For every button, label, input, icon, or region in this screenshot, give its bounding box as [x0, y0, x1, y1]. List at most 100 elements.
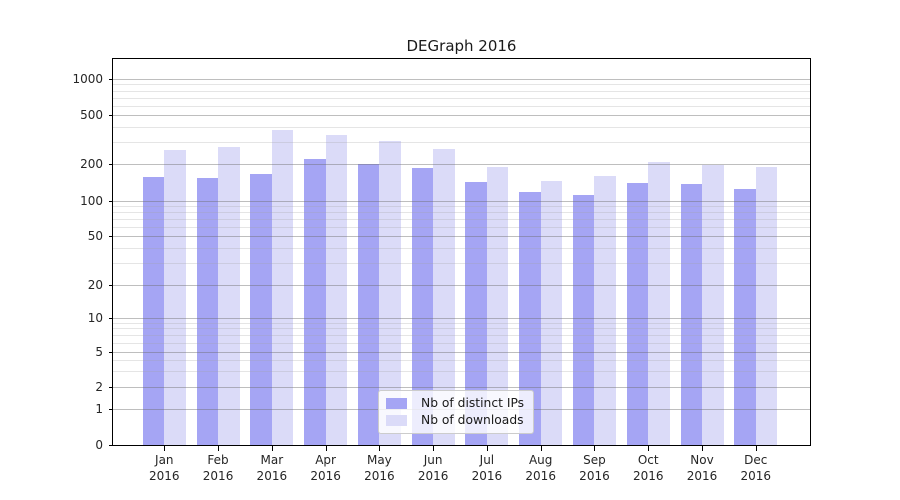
legend-item-downloads: Nb of downloads	[386, 413, 524, 428]
x-tick-dec	[755, 446, 757, 451]
y-tick-label-500: 500	[80, 108, 103, 122]
gridline-minor-300	[113, 142, 810, 144]
gridline-minor-700	[113, 97, 810, 99]
x-tick-aug	[540, 446, 542, 451]
legend-label-downloads: Nb of downloads	[421, 413, 524, 428]
bar-ips-mar	[250, 174, 272, 445]
x-tick-label-jan: Jan 2016	[149, 453, 180, 483]
y-tick-1000	[109, 79, 113, 80]
gridline-minor-8	[113, 328, 810, 330]
y-tick-50	[109, 236, 113, 237]
x-tick-apr	[325, 446, 327, 451]
y-tick-label-100: 100	[80, 194, 103, 208]
y-tick-label-1000: 1000	[72, 72, 103, 86]
legend-label-distinct-ips: Nb of distinct IPs	[421, 396, 525, 410]
y-tick-1	[109, 408, 113, 410]
chart-title: DEGraph 2016	[406, 37, 517, 55]
x-tick-jul	[486, 446, 488, 451]
y-tick-10	[109, 317, 113, 319]
x-tick-label-mar: Mar 2016	[256, 453, 288, 483]
y-tick-5	[109, 351, 113, 353]
y-tick-label-50: 50	[87, 229, 103, 243]
legend-item-distinct-ips: Nb of distinct IPs	[386, 397, 524, 409]
legend-swatch-distinct-ips-icon	[386, 397, 407, 409]
gridline-5	[113, 351, 810, 353]
gridline-minor-400	[113, 127, 810, 128]
bar-ips-jun	[411, 168, 434, 445]
y-tick-label-20: 20	[87, 277, 103, 292]
gridline-minor-600	[113, 105, 810, 107]
gridline-minor-80	[113, 212, 810, 214]
bar-downloads-nov	[702, 165, 724, 445]
x-tick-label-apr: Apr 2016	[310, 453, 341, 483]
x-tick-jan	[164, 446, 166, 451]
bar-downloads-feb	[218, 146, 240, 445]
bar-downloads-may	[379, 140, 401, 445]
bar-ips-jul	[465, 182, 487, 445]
y-tick-label-10: 10	[87, 310, 103, 325]
gridline-minor-7	[113, 334, 810, 336]
x-tick-label-nov: Nov 2016	[686, 453, 718, 483]
gridline-50	[113, 236, 810, 237]
legend: Nb of distinct IPs Nb of downloads	[378, 390, 535, 434]
gridline-2	[113, 387, 810, 388]
bar-downloads-sep	[594, 176, 616, 445]
x-tick-mar	[271, 446, 273, 451]
gridline-minor-3	[113, 371, 810, 373]
bar-downloads-jan	[164, 149, 186, 445]
y-tick-label-2: 2	[95, 380, 103, 394]
y-tick-20	[109, 284, 113, 286]
gridline-minor-90	[113, 206, 810, 208]
x-tick-jun	[433, 446, 435, 451]
bar-ips-oct	[626, 183, 649, 445]
x-tick-feb	[218, 446, 220, 451]
x-tick-sep	[594, 446, 596, 451]
gridline-20	[113, 284, 810, 286]
y-tick-100	[109, 201, 113, 202]
bar-downloads-aug	[540, 180, 563, 445]
y-tick-500	[109, 115, 113, 116]
gridline-minor-70	[113, 219, 810, 220]
gridline-minor-9	[113, 322, 810, 324]
bar-ips-nov	[680, 183, 702, 445]
y-tick-2	[109, 387, 113, 388]
x-tick-label-feb: Feb 2016	[202, 453, 234, 483]
bar-downloads-apr	[325, 135, 348, 445]
gridline-500	[113, 115, 810, 116]
bar-ips-aug	[519, 192, 541, 445]
bar-ips-may	[357, 164, 380, 445]
bar-downloads-dec	[755, 166, 778, 445]
gridline-200	[113, 164, 810, 166]
bar-downloads-mar	[271, 129, 294, 445]
x-tick-label-jun: Jun 2016	[417, 453, 449, 483]
bar-ips-apr	[304, 158, 326, 445]
x-tick-oct	[648, 446, 650, 451]
gridline-minor-60	[113, 226, 810, 228]
bar-downloads-jul	[486, 167, 509, 445]
gridline-minor-40	[113, 247, 810, 249]
y-tick-0	[109, 445, 113, 446]
x-tick-label-sep: Sep 2016	[579, 453, 610, 483]
x-tick-may	[379, 446, 381, 451]
bar-ips-feb	[196, 178, 219, 445]
x-tick-label-oct: Oct 2016	[632, 453, 664, 483]
gridline-minor-800	[113, 90, 810, 92]
x-tick-nov	[702, 446, 703, 451]
y-tick-label-5: 5	[95, 344, 103, 359]
y-tick-label-0: 0	[95, 438, 103, 452]
gridline-minor-6	[113, 342, 810, 344]
bar-downloads-oct	[648, 162, 670, 445]
bar-ips-jan	[142, 177, 165, 445]
y-tick-label-1: 1	[95, 401, 103, 416]
y-tick-label-200: 200	[80, 157, 103, 172]
x-tick-label-may: May 2016	[364, 453, 395, 483]
bar-ips-sep	[572, 194, 595, 445]
gridline-minor-900	[113, 84, 810, 86]
gridline-100	[113, 201, 810, 202]
bar-ips-dec	[734, 188, 756, 445]
gridline-1000	[113, 79, 810, 80]
gridline-minor-4	[113, 360, 810, 362]
y-tick-200	[109, 164, 113, 166]
gridline-minor-30	[113, 263, 810, 265]
